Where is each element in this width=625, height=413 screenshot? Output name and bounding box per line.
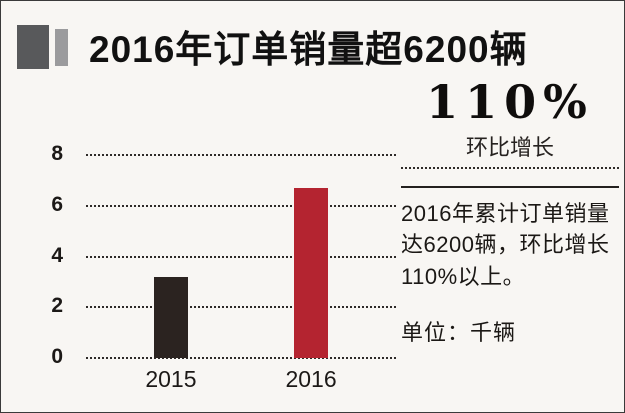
gridline-y2 xyxy=(86,306,396,309)
xtick-label-2016: 2016 xyxy=(285,366,337,392)
solid-divider xyxy=(401,185,619,188)
xtick-label-2015: 2015 xyxy=(145,366,197,392)
unit-label: 单位：千辆 xyxy=(401,320,517,346)
gridline-y0 xyxy=(86,357,396,359)
gridline-y4 xyxy=(86,255,396,258)
description-text: 2016年累计订单销量达6200辆，环比增长110%以上。 xyxy=(401,200,610,290)
ytick-label-6: 6 xyxy=(51,192,63,216)
bar-chart: 0 2 4 6 8 2015 2016 xyxy=(19,142,399,399)
dotted-divider xyxy=(401,166,619,169)
decor-bar-light xyxy=(55,29,68,66)
ytick-label-2: 2 xyxy=(51,294,63,318)
bar-2016 xyxy=(294,187,329,358)
growth-value: 110% xyxy=(426,75,594,129)
ytick-label-0: 0 xyxy=(51,345,63,368)
growth-label: 环比增长 xyxy=(465,134,554,160)
ytick-label-4: 4 xyxy=(51,243,63,267)
page-title: 2016年订单销量超6200辆 xyxy=(89,29,528,70)
gridline-y6 xyxy=(86,204,396,207)
ytick-label-8: 8 xyxy=(51,142,63,165)
decor-square-dark xyxy=(17,25,49,69)
info-panel: 110% 环比增长 2016年累计订单销量达6200辆，环比增长110%以上。 … xyxy=(401,77,619,347)
bar-2015 xyxy=(153,276,188,358)
gridline-y8 xyxy=(86,154,396,156)
